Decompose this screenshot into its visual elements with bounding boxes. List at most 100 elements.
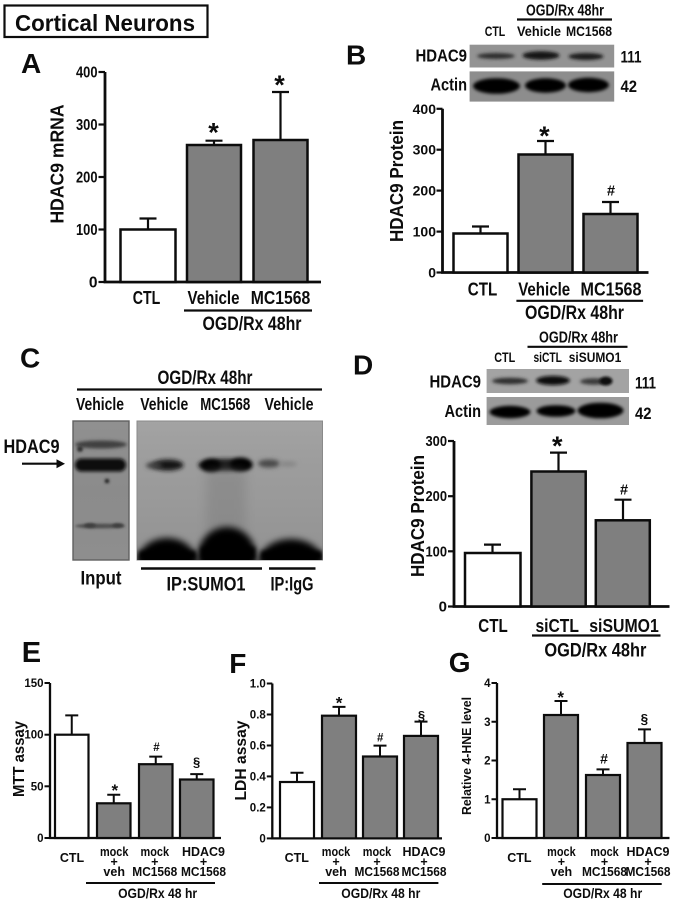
svg-text:CTL: CTL	[507, 851, 532, 865]
svg-text:0: 0	[37, 833, 43, 845]
svg-text:OGD/Rx 48 hr: OGD/Rx 48 hr	[118, 885, 197, 901]
svg-text:0: 0	[428, 265, 436, 281]
svg-text:HDAC9: HDAC9	[416, 46, 468, 66]
svg-text:*: *	[208, 118, 219, 148]
svg-text:HDAC9: HDAC9	[430, 372, 482, 392]
svg-text:HDAC9 Protein: HDAC9 Protein	[386, 120, 407, 242]
svg-text:0: 0	[89, 274, 98, 291]
svg-text:#: #	[377, 733, 384, 745]
svg-text:100: 100	[76, 222, 98, 239]
svg-text:0.4: 0.4	[250, 771, 267, 783]
svg-text:+: +	[332, 855, 339, 869]
svg-text:CTL: CTL	[133, 288, 161, 308]
svg-text:mock: mock	[322, 845, 351, 859]
svg-text:400: 400	[76, 64, 98, 81]
svg-text:mock: mock	[547, 845, 576, 859]
svg-text:300: 300	[76, 117, 98, 134]
svg-text:IP:SUMO1: IP:SUMO1	[167, 575, 246, 596]
svg-text:E: E	[22, 637, 41, 669]
svg-text:4: 4	[484, 678, 491, 690]
svg-text:D: D	[353, 350, 373, 381]
svg-text:+: +	[601, 855, 608, 869]
svg-text:*: *	[111, 781, 118, 800]
svg-text:0.6: 0.6	[250, 741, 266, 753]
svg-text:CTL: CTL	[60, 851, 85, 865]
svg-text:HDAC9: HDAC9	[182, 845, 225, 859]
svg-text:Vehicle: Vehicle	[518, 280, 570, 300]
svg-text:F: F	[229, 648, 246, 679]
svg-text:§: §	[418, 708, 425, 723]
svg-text:0: 0	[259, 833, 265, 845]
svg-text:G: G	[449, 647, 471, 678]
svg-text:Input: Input	[81, 569, 123, 590]
svg-text:§: §	[193, 755, 200, 770]
svg-text:111: 111	[635, 374, 656, 393]
svg-text:OGD/Rx 48hr: OGD/Rx 48hr	[526, 3, 604, 20]
svg-text:+: +	[373, 855, 380, 869]
svg-text:LDH assay: LDH assay	[233, 720, 250, 800]
svg-text:OGD/Rx 48 hr: OGD/Rx 48 hr	[563, 885, 642, 901]
svg-text:MC1568: MC1568	[355, 865, 400, 879]
svg-text:veh: veh	[103, 865, 125, 879]
svg-text:CTL: CTL	[485, 23, 506, 39]
svg-text:100: 100	[413, 224, 437, 240]
svg-text:OGD/Rx 48hr: OGD/Rx 48hr	[158, 368, 253, 389]
svg-text:#: #	[607, 183, 615, 199]
svg-text:200: 200	[426, 488, 448, 505]
svg-text:100: 100	[426, 543, 448, 560]
svg-text:Actin: Actin	[445, 401, 482, 421]
svg-text:mock: mock	[590, 845, 619, 859]
svg-text:Vehicle: Vehicle	[188, 288, 240, 308]
svg-text:+: +	[644, 855, 651, 869]
svg-text:1.0: 1.0	[250, 679, 266, 691]
svg-text:+: +	[111, 855, 118, 869]
svg-text:CTL: CTL	[494, 349, 515, 365]
svg-text:300: 300	[426, 433, 448, 450]
svg-text:HDAC9: HDAC9	[403, 845, 446, 859]
svg-text:siCTL: siCTL	[535, 616, 579, 636]
svg-text:§: §	[641, 711, 649, 726]
svg-text:*: *	[539, 121, 550, 151]
svg-text:42: 42	[621, 77, 638, 96]
svg-text:A: A	[21, 48, 41, 79]
svg-text:400: 400	[413, 101, 437, 117]
svg-text:150: 150	[24, 678, 43, 690]
svg-text:OGD/Rx 48hr: OGD/Rx 48hr	[539, 330, 618, 347]
svg-text:0: 0	[439, 599, 447, 616]
svg-text:veh: veh	[325, 865, 347, 879]
svg-text:#: #	[153, 742, 160, 754]
svg-text:100: 100	[24, 730, 43, 742]
svg-text:MC1568: MC1568	[251, 288, 311, 308]
svg-text:*: *	[552, 431, 563, 461]
svg-text:*: *	[336, 694, 343, 713]
svg-text:mock: mock	[141, 845, 170, 859]
svg-text:mock: mock	[363, 845, 392, 859]
svg-text:MC1568: MC1568	[132, 865, 177, 879]
svg-text:MC1568: MC1568	[581, 280, 642, 300]
svg-text:+: +	[200, 855, 207, 869]
svg-text:Relative 4-HNE level: Relative 4-HNE level	[459, 697, 474, 815]
svg-text:200: 200	[76, 169, 98, 186]
svg-text:Vehicle: Vehicle	[140, 394, 188, 414]
svg-text:HDAC9 mRNA: HDAC9 mRNA	[47, 105, 68, 224]
svg-text:200: 200	[413, 183, 437, 199]
svg-text:CTL: CTL	[468, 280, 498, 300]
svg-text:MC1568: MC1568	[566, 23, 612, 39]
svg-text:2: 2	[484, 756, 490, 768]
svg-text:siSUMO1: siSUMO1	[589, 616, 659, 636]
svg-text:#: #	[600, 750, 608, 766]
svg-text:OGD/Rx 48 hr: OGD/Rx 48 hr	[341, 885, 420, 901]
svg-text:HDAC9 Protein: HDAC9 Protein	[407, 455, 428, 577]
svg-text:siSUMO1: siSUMO1	[569, 349, 622, 365]
svg-text:MC1568: MC1568	[181, 865, 226, 879]
svg-text:*: *	[557, 688, 564, 707]
svg-text:MC1568: MC1568	[402, 865, 447, 879]
svg-text:3: 3	[484, 717, 490, 729]
svg-text:*: *	[274, 70, 285, 100]
svg-text:Vehicle: Vehicle	[517, 23, 561, 39]
svg-text:MTT assay: MTT assay	[11, 721, 28, 797]
svg-text:+: +	[558, 855, 565, 869]
svg-text:MC1568: MC1568	[200, 394, 250, 414]
svg-text:Vehicle: Vehicle	[265, 394, 314, 414]
svg-text:mock: mock	[100, 845, 129, 859]
